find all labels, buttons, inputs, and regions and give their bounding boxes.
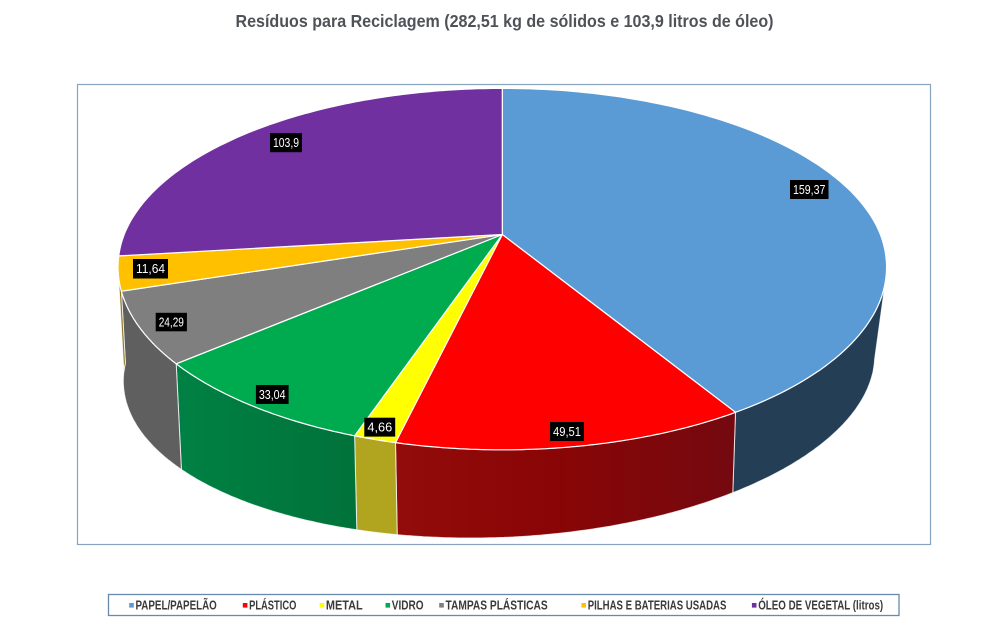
svg-text:24,29: 24,29	[159, 315, 184, 329]
svg-text:Resíduos para Reciclagem (282,: Resíduos para Reciclagem (282,51 kg de s…	[236, 11, 774, 31]
svg-text:11,64: 11,64	[136, 262, 165, 276]
svg-text:PAPEL/PAPELÃO: PAPEL/PAPELÃO	[136, 598, 217, 613]
svg-text:33,04: 33,04	[259, 388, 286, 402]
svg-text:PILHAS E BATERIAS USADAS: PILHAS E BATERIAS USADAS	[588, 598, 727, 613]
svg-text:VIDRO: VIDRO	[392, 598, 424, 613]
svg-text:103,9: 103,9	[273, 136, 299, 150]
svg-text:159,37: 159,37	[793, 183, 826, 197]
svg-text:49,51: 49,51	[553, 425, 581, 439]
svg-text:ÓLEO DE VEGETAL (litros): ÓLEO DE VEGETAL (litros)	[758, 598, 883, 613]
svg-text:TAMPAS PLÁSTICAS: TAMPAS PLÁSTICAS	[446, 598, 548, 613]
svg-text:METAL: METAL	[326, 598, 363, 613]
svg-text:4,66: 4,66	[367, 421, 392, 435]
svg-text:PLÁSTICO: PLÁSTICO	[249, 598, 296, 613]
